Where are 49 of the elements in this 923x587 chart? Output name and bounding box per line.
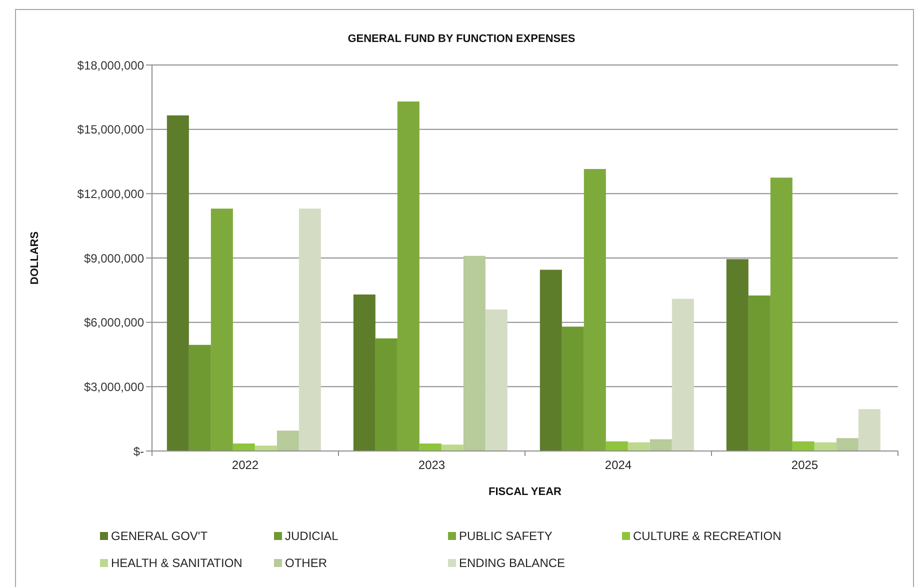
y-tick-label: $6,000,000 bbox=[84, 316, 144, 330]
y-tick-label: $15,000,000 bbox=[77, 122, 144, 137]
bar bbox=[210, 208, 233, 451]
legend-label: CULTURE & RECREATION bbox=[633, 528, 782, 542]
bar bbox=[463, 256, 486, 451]
y-tick-label: $18,000,000 bbox=[77, 58, 144, 72]
bar bbox=[562, 326, 584, 451]
x-tick-label: 2022 bbox=[232, 458, 259, 472]
bar bbox=[770, 178, 792, 451]
bar bbox=[858, 409, 880, 451]
bar bbox=[628, 442, 650, 451]
legend-label: PUBLIC SAFETY bbox=[459, 528, 552, 542]
x-tick-label: 2023 bbox=[418, 458, 446, 472]
bar bbox=[232, 443, 255, 451]
bar bbox=[606, 441, 628, 451]
bar bbox=[584, 169, 606, 451]
bar bbox=[419, 443, 442, 451]
bar bbox=[792, 441, 814, 451]
bar bbox=[298, 208, 321, 451]
bar bbox=[726, 259, 748, 451]
bar bbox=[540, 270, 562, 451]
bar bbox=[748, 296, 770, 451]
x-tick-label: 2025 bbox=[791, 458, 818, 472]
bar bbox=[836, 438, 858, 451]
chart-title: GENERAL FUND BY FUNCTION EXPENSES bbox=[346, 33, 576, 45]
bar bbox=[276, 430, 299, 451]
bar bbox=[375, 338, 398, 451]
bar bbox=[188, 344, 211, 451]
y-tick-label: $12,000,000 bbox=[77, 186, 144, 201]
y-tick-label: $9,000,000 bbox=[84, 251, 144, 266]
bar bbox=[441, 444, 464, 451]
legend-label: JUDICIAL bbox=[285, 528, 338, 542]
bar bbox=[166, 115, 189, 451]
legend-label: ENDING BALANCE bbox=[459, 556, 566, 570]
bar bbox=[485, 309, 508, 451]
y-tick-label: $- bbox=[133, 444, 144, 458]
legend-label: GENERAL GOV'T bbox=[111, 528, 208, 542]
x-tick-label: 2024 bbox=[604, 458, 632, 472]
bar bbox=[397, 101, 420, 451]
bar bbox=[650, 439, 672, 451]
legend-label: HEALTH & SANITATION bbox=[111, 556, 242, 570]
y-axis-title: DOLLARS bbox=[28, 231, 41, 285]
bar bbox=[353, 294, 376, 451]
y-tick-label: $3,000,000 bbox=[84, 380, 144, 394]
bar bbox=[254, 446, 277, 451]
bar bbox=[814, 442, 836, 451]
bar bbox=[672, 298, 694, 451]
legend-label: OTHER bbox=[285, 556, 327, 570]
x-axis-title: FISCAL YEAR bbox=[488, 486, 562, 498]
